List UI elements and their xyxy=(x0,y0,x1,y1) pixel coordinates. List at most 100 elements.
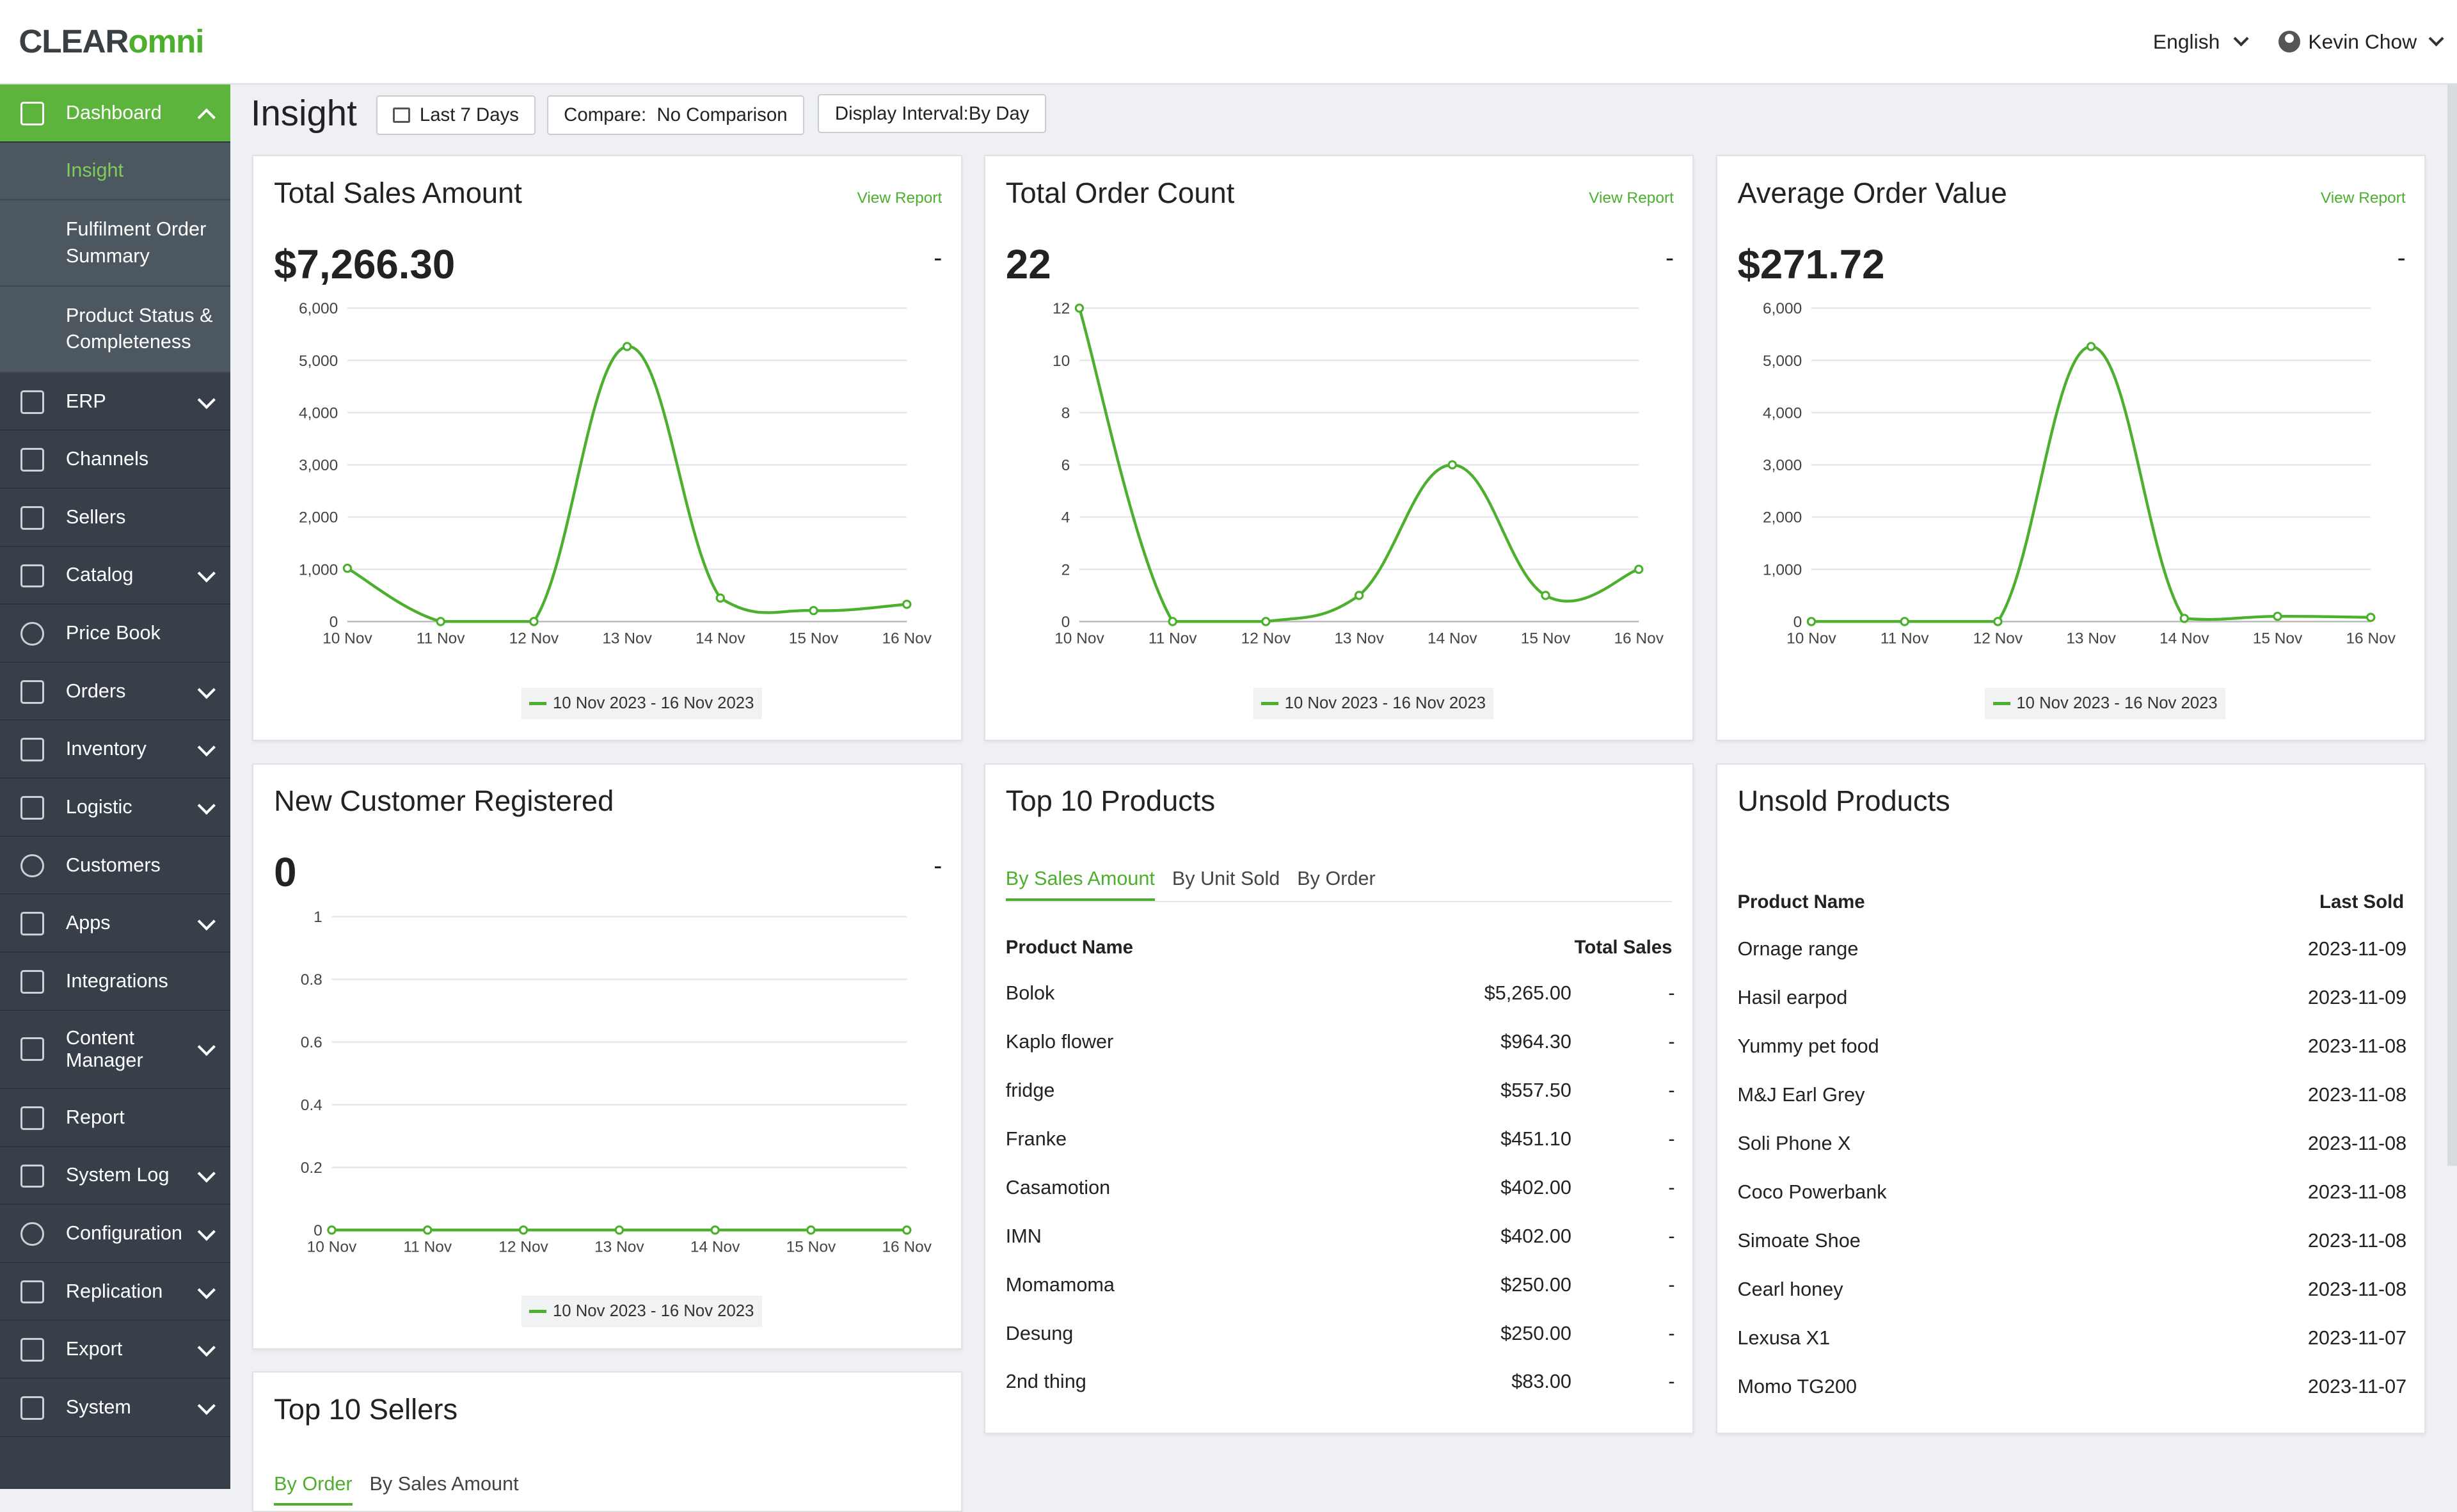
data-point xyxy=(436,617,446,627)
compare-button[interactable]: Compare: No Comparison xyxy=(546,95,805,135)
card-title: Total Order Count xyxy=(1005,177,1235,210)
card-title: New Customer Registered xyxy=(274,784,614,818)
sidebar-item-price-book[interactable]: Price Book xyxy=(0,605,230,663)
sidebar-subitem-fulfilment[interactable]: Fulfilment Order Summary xyxy=(0,200,230,287)
orders-line-chart: 0 2 4 6 8 10 12 10 Nov 11 Nov 12 Nov 13 Nov 14 Nov 1… xyxy=(1053,301,1664,648)
table-row[interactable]: 2nd thing $83.00 - xyxy=(1006,1371,1675,1396)
sidebar-item-inventory[interactable]: Inventory xyxy=(0,720,230,779)
table-row[interactable]: Bolok $5,265.00 - xyxy=(1006,982,1675,1007)
product-name: Hasil earpod xyxy=(1737,987,1848,1009)
chevron-down-icon xyxy=(198,738,216,756)
y-tick-label: 0.6 xyxy=(301,1034,322,1051)
data-point xyxy=(2179,614,2189,624)
table-row[interactable]: Simoate Shoe 2023-11-08 xyxy=(1737,1230,2406,1255)
table-row[interactable]: Franke $451.10 - xyxy=(1006,1128,1675,1153)
sidebar-item-sellers[interactable]: Sellers xyxy=(0,489,230,547)
data-point xyxy=(1634,564,1644,575)
table-row[interactable]: Coco Powerbank 2023-11-08 xyxy=(1737,1181,2406,1206)
sidebar-item-label: Content Manager xyxy=(65,1027,143,1071)
x-tick-label: 15 Nov xyxy=(786,1238,836,1255)
sidebar-item-report[interactable]: Report xyxy=(0,1089,230,1147)
table-row[interactable]: Momamoma $250.00 - xyxy=(1006,1274,1675,1299)
sidebar-item-system-log[interactable]: System Log xyxy=(0,1147,230,1206)
export-icon xyxy=(20,1338,44,1362)
table-row[interactable]: Soli Phone X 2023-11-08 xyxy=(1737,1133,2406,1158)
product-total-sales: $250.00 xyxy=(1500,1273,1571,1296)
sidebar-item-catalog[interactable]: Catalog xyxy=(0,547,230,605)
sidebar-item-erp[interactable]: ERP xyxy=(0,373,230,431)
user-menu[interactable]: Kevin Chow xyxy=(2278,30,2444,54)
y-tick-label: 0.4 xyxy=(301,1097,322,1114)
x-tick-label: 10 Nov xyxy=(1054,630,1104,648)
chart-legend[interactable]: 10 Nov 2023 - 16 Nov 2023 xyxy=(1253,687,1494,719)
sales-line-chart: 0 1,000 2,000 3,000 4,000 5,000 6,000 10 Nov 11 … xyxy=(299,301,932,648)
table-row[interactable]: Hasil earpod 2023-11-09 xyxy=(1737,987,2406,1012)
x-tick-label: 14 Nov xyxy=(2159,630,2209,648)
sidebar-item-channels[interactable]: Channels xyxy=(0,431,230,489)
legend-swatch xyxy=(1260,701,1278,705)
table-row[interactable]: Desung $250.00 - xyxy=(1006,1323,1675,1348)
page-scrollbar[interactable] xyxy=(2447,84,2457,1166)
sidebar-item-customers[interactable]: Customers xyxy=(0,837,230,895)
sidebar-item-logistic[interactable]: Logistic xyxy=(0,779,230,837)
table-row[interactable]: Ornage range 2023-11-09 xyxy=(1737,938,2406,963)
document-icon xyxy=(20,390,44,414)
table-row[interactable]: Casamotion $402.00 - xyxy=(1006,1177,1675,1202)
y-tick-label: 2,000 xyxy=(1763,509,1802,527)
x-tick-label: 10 Nov xyxy=(307,1238,357,1255)
sidebar-item-replication[interactable]: Replication xyxy=(0,1263,230,1321)
sidebar-item-export[interactable]: Export xyxy=(0,1321,230,1380)
y-tick-label: 6 xyxy=(1062,457,1070,474)
series-line xyxy=(347,345,907,623)
tab-by-sales-amount[interactable]: By Sales Amount xyxy=(1005,868,1155,901)
chevron-up-icon xyxy=(198,108,216,127)
chart-legend[interactable]: 10 Nov 2023 - 16 Nov 2023 xyxy=(521,1295,762,1327)
legend-label: 10 Nov 2023 - 16 Nov 2023 xyxy=(553,694,754,712)
aov-line-chart: 0 1,000 2,000 3,000 4,000 5,000 6,000 10 Nov 11 … xyxy=(1763,301,2396,648)
table-row[interactable]: Momo TG200 2023-11-07 xyxy=(1737,1376,2406,1401)
view-report-link[interactable]: View Report xyxy=(857,189,942,207)
tab-by-order[interactable]: By Order xyxy=(274,1473,353,1506)
data-point xyxy=(623,342,632,352)
table-row[interactable]: fridge $557.50 - xyxy=(1006,1079,1675,1104)
data-point xyxy=(1168,617,1177,627)
table-row[interactable]: IMN $402.00 - xyxy=(1006,1225,1675,1250)
language-selector[interactable]: English xyxy=(2153,30,2249,54)
sidebar-item-content-manager[interactable]: Content Manager xyxy=(0,1011,230,1089)
view-report-link[interactable]: View Report xyxy=(1589,189,1674,207)
kpi-value: 22 xyxy=(1005,241,1051,287)
tab-by-order[interactable]: By Order xyxy=(1297,868,1376,890)
chart-legend[interactable]: 10 Nov 2023 - 16 Nov 2023 xyxy=(1985,687,2225,719)
chevron-down-icon xyxy=(198,1037,216,1056)
sidebar-item-system[interactable]: System xyxy=(0,1379,230,1437)
kpi-change: - xyxy=(934,244,942,272)
table-row[interactable]: Yummy pet food 2023-11-08 xyxy=(1737,1035,2406,1060)
sidebar-item-label: Replication xyxy=(65,1280,163,1302)
sidebar-subitem-product-status[interactable]: Product Status & Completeness xyxy=(0,287,230,373)
sidebar-item-apps[interactable]: Apps xyxy=(0,895,230,953)
table-row[interactable]: Cearl honey 2023-11-08 xyxy=(1737,1278,2406,1303)
top-products-tabs: By Sales Amount By Unit Sold By Order xyxy=(1005,868,1393,901)
sidebar-item-label: Orders xyxy=(65,680,126,702)
table-row[interactable]: M&J Earl Grey 2023-11-08 xyxy=(1737,1084,2406,1109)
table-row[interactable]: Lexusa X1 2023-11-07 xyxy=(1737,1327,2406,1352)
tab-by-sales-amount[interactable]: By Sales Amount xyxy=(369,1472,519,1495)
x-tick-label: 14 Nov xyxy=(1427,630,1477,648)
sidebar-item-configuration[interactable]: Configuration xyxy=(0,1205,230,1263)
display-interval-button[interactable]: Display Interval:By Day xyxy=(818,93,1046,134)
product-name: Ornage range xyxy=(1737,938,1859,960)
sidebar-item-orders[interactable]: Orders xyxy=(0,663,230,721)
view-report-link[interactable]: View Report xyxy=(2320,189,2406,207)
date-range-button[interactable]: Last 7 Days xyxy=(376,95,536,135)
chart-legend[interactable]: 10 Nov 2023 - 16 Nov 2023 xyxy=(521,687,762,719)
sidebar-subitem-insight[interactable]: Insight xyxy=(0,142,230,201)
sidebar-item-dashboard[interactable]: Dashboard xyxy=(0,84,230,143)
table-row[interactable]: Kaplo flower $964.30 - xyxy=(1006,1031,1675,1056)
logo[interactable]: CLEARomni xyxy=(19,22,204,60)
sidebar-subitem-label: Insight xyxy=(65,159,124,182)
data-point xyxy=(519,1225,529,1235)
logo-accent-text: omni xyxy=(128,22,204,60)
card-title: Top 10 Sellers xyxy=(274,1392,458,1426)
tab-by-unit-sold[interactable]: By Unit Sold xyxy=(1172,868,1280,890)
sidebar-item-integrations[interactable]: Integrations xyxy=(0,953,230,1011)
